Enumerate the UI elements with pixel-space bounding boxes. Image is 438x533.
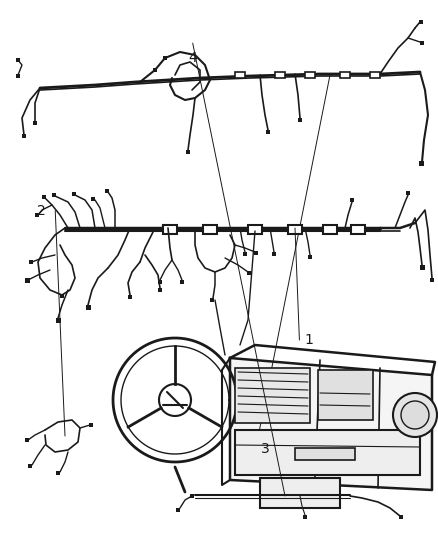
- Bar: [303, 515, 307, 519]
- Bar: [180, 280, 184, 284]
- Bar: [318, 370, 373, 420]
- Bar: [406, 191, 410, 195]
- Bar: [186, 150, 190, 154]
- Bar: [260, 478, 340, 508]
- Bar: [60, 294, 64, 298]
- Bar: [399, 515, 403, 519]
- Bar: [25, 438, 29, 442]
- Bar: [420, 264, 424, 270]
- Bar: [158, 280, 162, 284]
- Bar: [295, 448, 355, 460]
- Bar: [33, 121, 37, 125]
- Bar: [85, 304, 91, 310]
- Bar: [16, 58, 20, 62]
- Bar: [72, 192, 76, 196]
- Text: 3: 3: [261, 442, 269, 456]
- Bar: [22, 134, 26, 138]
- Bar: [42, 195, 46, 199]
- Bar: [351, 225, 365, 234]
- Text: 2: 2: [37, 204, 46, 217]
- Bar: [247, 271, 251, 275]
- Bar: [370, 72, 380, 78]
- Bar: [176, 508, 180, 512]
- Bar: [248, 225, 262, 234]
- Bar: [29, 260, 33, 264]
- Bar: [272, 252, 276, 256]
- Bar: [419, 20, 423, 24]
- Bar: [163, 225, 177, 234]
- Bar: [275, 72, 285, 78]
- Bar: [89, 423, 93, 427]
- Polygon shape: [230, 358, 432, 490]
- Bar: [235, 430, 420, 475]
- Bar: [305, 72, 315, 78]
- Bar: [56, 318, 60, 322]
- Bar: [56, 471, 60, 475]
- Bar: [128, 295, 132, 299]
- Bar: [298, 118, 302, 122]
- Bar: [420, 41, 424, 45]
- Bar: [323, 225, 337, 234]
- Bar: [235, 368, 310, 423]
- Bar: [28, 464, 32, 468]
- Bar: [105, 189, 109, 193]
- Circle shape: [393, 393, 437, 437]
- Text: 1: 1: [304, 333, 313, 347]
- Bar: [340, 72, 350, 78]
- Circle shape: [401, 401, 429, 429]
- Bar: [418, 160, 424, 166]
- Bar: [153, 68, 157, 72]
- Bar: [308, 255, 312, 259]
- Text: 4: 4: [188, 51, 197, 65]
- Bar: [16, 74, 20, 78]
- Bar: [35, 213, 39, 217]
- Bar: [25, 278, 29, 282]
- Bar: [350, 198, 354, 202]
- Bar: [52, 193, 56, 197]
- Bar: [235, 72, 245, 78]
- Bar: [158, 288, 162, 292]
- Bar: [190, 494, 194, 498]
- Bar: [243, 252, 247, 256]
- Bar: [210, 298, 214, 302]
- Bar: [430, 278, 434, 282]
- Bar: [254, 251, 258, 255]
- Bar: [91, 197, 95, 201]
- Bar: [203, 225, 217, 234]
- Bar: [163, 56, 167, 60]
- Bar: [288, 225, 302, 234]
- Bar: [266, 130, 270, 134]
